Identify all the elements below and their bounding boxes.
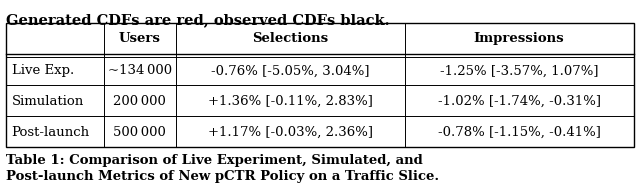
Bar [6, 24, 634, 147]
Text: Users: Users [119, 32, 161, 45]
Text: -0.76% [-5.05%, 3.04%]: -0.76% [-5.05%, 3.04%] [211, 64, 369, 77]
Text: Simulation: Simulation [12, 95, 84, 108]
Text: +1.17% [-0.03%, 2.36%]: +1.17% [-0.03%, 2.36%] [208, 126, 372, 139]
Text: -1.02% [-1.74%, -0.31%]: -1.02% [-1.74%, -0.31%] [438, 95, 600, 108]
Text: Selections: Selections [252, 32, 328, 45]
Text: 500 000: 500 000 [113, 126, 166, 139]
Text: ~134 000: ~134 000 [108, 64, 172, 77]
Text: +1.36% [-0.11%, 2.83%]: +1.36% [-0.11%, 2.83%] [208, 95, 372, 108]
Text: Impressions: Impressions [474, 32, 564, 45]
Text: Live Exp.: Live Exp. [12, 64, 74, 77]
Text: Generated CDFs are red, observed CDFs black.: Generated CDFs are red, observed CDFs bl… [6, 13, 390, 27]
Text: 200 000: 200 000 [113, 95, 166, 108]
Text: Post-launch: Post-launch [12, 126, 90, 139]
Text: Table 1: Comparison of Live Experiment, Simulated, and
Post-launch Metrics of Ne: Table 1: Comparison of Live Experiment, … [6, 154, 440, 183]
Text: -1.25% [-3.57%, 1.07%]: -1.25% [-3.57%, 1.07%] [440, 64, 598, 77]
Text: -0.78% [-1.15%, -0.41%]: -0.78% [-1.15%, -0.41%] [438, 126, 600, 139]
